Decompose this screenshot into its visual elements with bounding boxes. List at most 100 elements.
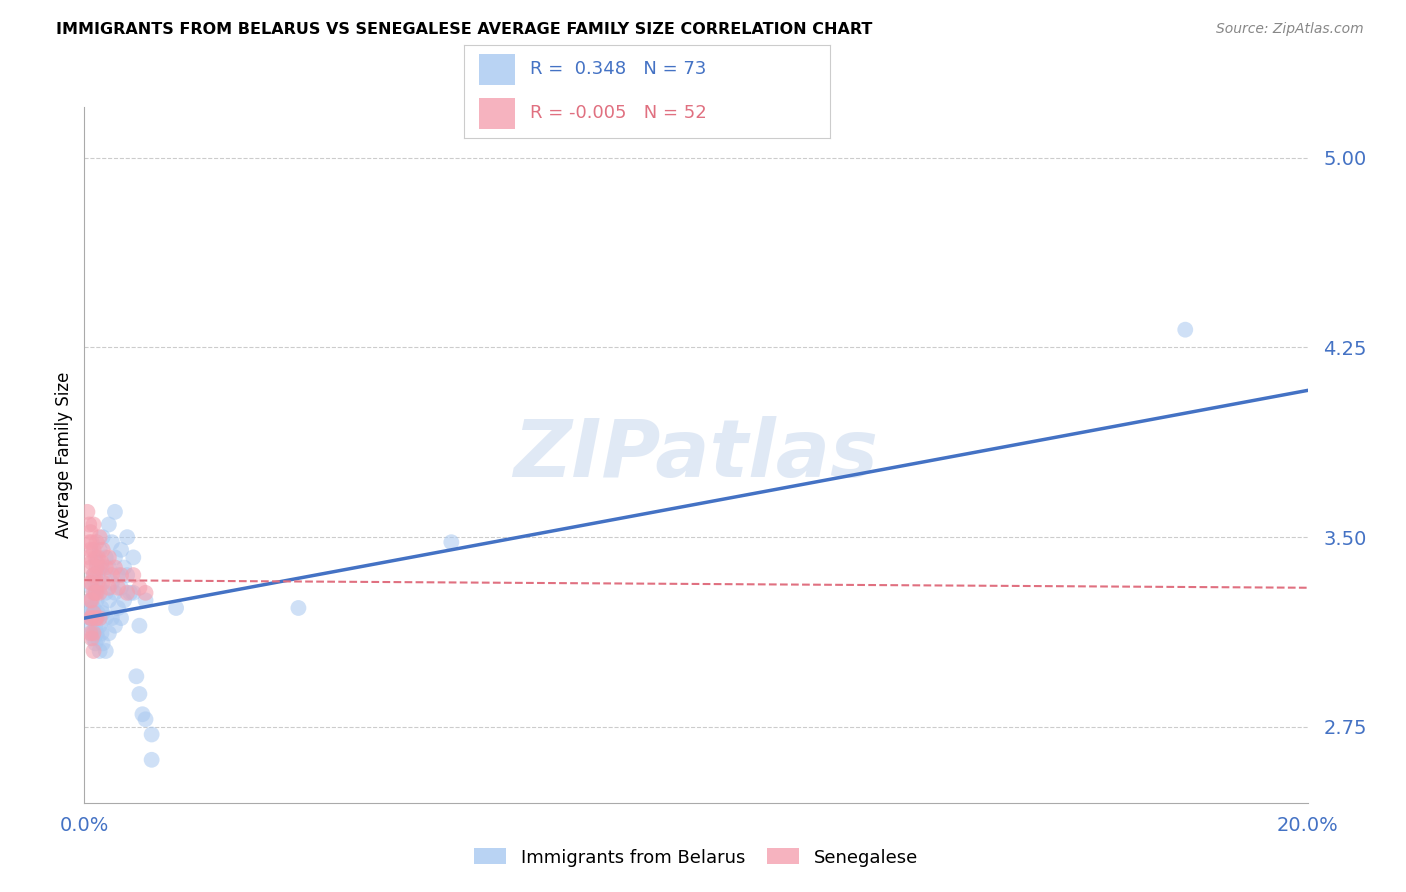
Point (91, 530, 114, 544)
Point (83, 517, 105, 532)
Point (94, 550, 117, 565)
Point (83, 601, 105, 615)
Point (83, 586, 105, 600)
Text: Source: ZipAtlas.com: Source: ZipAtlas.com (1216, 22, 1364, 37)
Point (79, 611, 101, 625)
Point (77, 550, 100, 565)
Point (84, 586, 107, 600)
Point (80, 535, 103, 549)
Point (87, 632, 110, 646)
Text: ZIPatlas: ZIPatlas (513, 416, 879, 494)
Point (90, 626, 112, 640)
Point (83, 568, 105, 582)
Point (97, 593, 120, 607)
Point (89, 581, 111, 595)
Point (89, 618, 111, 632)
Point (80, 556, 103, 570)
Point (128, 687, 150, 701)
Point (89, 542, 111, 557)
Point (80, 626, 103, 640)
Point (79, 525, 101, 540)
Point (91, 575, 114, 590)
Point (97, 517, 120, 532)
Point (440, 535, 463, 549)
Point (80, 632, 103, 646)
Point (122, 550, 145, 565)
Point (122, 586, 145, 600)
Point (107, 601, 129, 615)
Point (87, 606, 110, 620)
Point (80, 611, 103, 625)
Point (77, 517, 100, 532)
Point (79, 575, 101, 590)
Point (89, 644, 111, 658)
Point (79, 626, 101, 640)
Point (87, 568, 110, 582)
Point (80, 593, 103, 607)
Point (84, 550, 107, 565)
Point (83, 542, 105, 557)
Point (89, 586, 111, 600)
Point (101, 568, 124, 582)
Point (287, 601, 309, 615)
Point (104, 618, 127, 632)
Point (107, 581, 129, 595)
Point (83, 606, 105, 620)
Point (128, 581, 150, 595)
Point (115, 568, 138, 582)
Point (87, 550, 110, 565)
FancyBboxPatch shape (478, 98, 515, 129)
Point (90, 556, 112, 570)
Point (131, 707, 153, 722)
Text: R =  0.348   N = 73: R = 0.348 N = 73 (530, 61, 706, 78)
Point (91, 636, 114, 650)
Point (84, 611, 107, 625)
Point (1174, 323, 1197, 337)
Point (86, 586, 108, 600)
Point (94, 611, 117, 625)
Point (86, 556, 108, 570)
Point (87, 575, 110, 590)
Point (79, 618, 101, 632)
Point (79, 593, 101, 607)
Point (97, 581, 120, 595)
Point (86, 611, 108, 625)
Point (79, 560, 101, 574)
Point (79, 611, 101, 625)
Point (94, 586, 117, 600)
Point (104, 550, 127, 565)
Point (97, 560, 120, 574)
Point (112, 593, 135, 607)
Point (91, 568, 114, 582)
Point (97, 626, 120, 640)
Point (77, 601, 100, 615)
Point (80, 611, 103, 625)
Point (86, 611, 108, 625)
Point (107, 568, 129, 582)
Point (80, 581, 103, 595)
Point (86, 560, 108, 574)
Point (135, 593, 157, 607)
Point (79, 606, 101, 620)
Point (89, 560, 111, 574)
Point (125, 669, 148, 683)
Point (83, 606, 105, 620)
Point (141, 753, 163, 767)
Point (120, 586, 142, 600)
Point (79, 593, 101, 607)
Point (86, 593, 108, 607)
Point (101, 535, 124, 549)
Point (110, 581, 132, 595)
FancyBboxPatch shape (478, 54, 515, 85)
Point (91, 542, 114, 557)
Point (90, 601, 112, 615)
Point (115, 530, 138, 544)
Point (89, 611, 111, 625)
Point (79, 542, 101, 557)
Point (122, 568, 145, 582)
Point (94, 644, 117, 658)
Point (90, 560, 112, 574)
Point (76, 505, 98, 519)
Point (104, 586, 127, 600)
Point (83, 632, 105, 646)
